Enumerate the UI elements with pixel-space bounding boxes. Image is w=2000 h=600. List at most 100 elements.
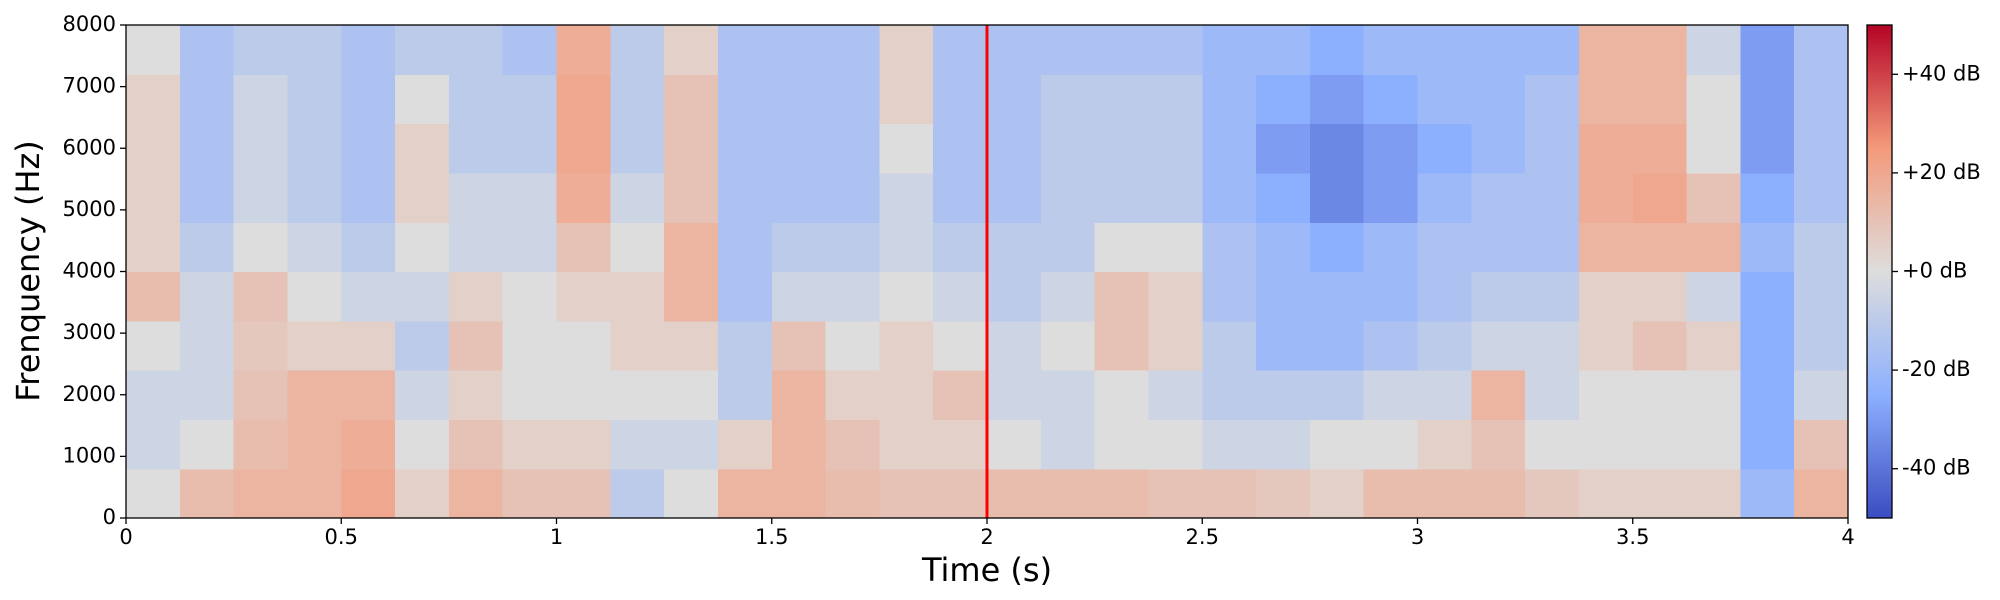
- heatmap-cell: [448, 419, 504, 470]
- heatmap-cell: [987, 25, 1042, 75]
- heatmap-cell: [771, 222, 827, 273]
- heatmap-cell: [1202, 172, 1257, 223]
- y-tick-label: 3000: [63, 320, 116, 344]
- heatmap-cell: [610, 370, 665, 420]
- heatmap-cell: [1794, 468, 1849, 519]
- heatmap-cell: [1632, 123, 1688, 174]
- heatmap-cell: [1417, 25, 1472, 75]
- heatmap-cell: [1094, 320, 1150, 371]
- heatmap-cell: [1417, 271, 1472, 322]
- x-tick-label: 4: [1841, 525, 1854, 549]
- heatmap-cell: [1363, 123, 1419, 174]
- heatmap-cell: [287, 370, 342, 420]
- heatmap-cell: [717, 74, 773, 125]
- heatmap-cell: [1094, 419, 1150, 470]
- heatmap-cell: [1740, 419, 1795, 470]
- heatmap-cell: [1256, 172, 1311, 223]
- heatmap-cell: [825, 172, 880, 223]
- heatmap-cell: [126, 271, 181, 322]
- heatmap-cell: [1740, 468, 1795, 519]
- heatmap-cell: [879, 222, 934, 273]
- heatmap-cell: [825, 123, 880, 174]
- heatmap-cell: [1794, 172, 1849, 223]
- heatmap-cell: [1686, 320, 1741, 371]
- heatmap-cell: [556, 320, 611, 371]
- heatmap-cell: [341, 25, 396, 75]
- heatmap-cell: [502, 370, 558, 420]
- heatmap-cell: [771, 320, 827, 371]
- y-tick-label: 2000: [63, 382, 116, 406]
- heatmap-cell: [664, 74, 719, 125]
- colorbar-tick-label: +0 dB: [1902, 259, 1967, 283]
- heatmap-cell: [933, 320, 988, 371]
- heatmap-cell: [664, 123, 719, 174]
- heatmap-cell: [126, 74, 181, 125]
- colorbar-tick-label: -20 dB: [1902, 357, 1971, 381]
- heatmap-cell: [879, 172, 934, 223]
- heatmap-cell: [1471, 74, 1526, 125]
- heatmap-cell: [233, 271, 289, 322]
- heatmap-cell: [395, 271, 450, 322]
- heatmap-cell: [664, 222, 719, 273]
- heatmap-cell: [879, 123, 934, 174]
- heatmap-cell: [1040, 74, 1096, 125]
- heatmap-cell: [825, 468, 880, 519]
- heatmap-cell: [771, 468, 827, 519]
- heatmap-cell: [771, 25, 827, 75]
- heatmap-cell: [879, 320, 934, 371]
- heatmap-cell: [1148, 370, 1203, 420]
- heatmap-cell: [179, 172, 235, 223]
- heatmap-cell: [502, 320, 558, 371]
- heatmap-cell: [1740, 320, 1795, 371]
- heatmap-cell: [233, 222, 289, 273]
- heatmap-cell: [341, 222, 396, 273]
- x-tick-label: 3: [1411, 525, 1424, 549]
- x-tick-label: 2.5: [1186, 525, 1219, 549]
- heatmap-cell: [502, 222, 558, 273]
- heatmap-cell: [1256, 320, 1311, 371]
- heatmap-cell: [717, 271, 773, 322]
- heatmap-cell: [1578, 25, 1634, 75]
- heatmap-cell: [1202, 74, 1257, 125]
- heatmap-cell: [1094, 271, 1150, 322]
- heatmap-cell: [287, 74, 342, 125]
- heatmap-cell: [1525, 123, 1580, 174]
- heatmap-cell: [395, 25, 450, 75]
- heatmap-cell: [664, 419, 719, 470]
- heatmap-cell: [825, 419, 880, 470]
- heatmap-cell: [1202, 123, 1257, 174]
- heatmap-cell: [1040, 468, 1096, 519]
- heatmap-cell: [1094, 123, 1150, 174]
- y-tick-label: 7000: [63, 74, 116, 98]
- heatmap-cell: [1040, 123, 1096, 174]
- heatmap-cell: [233, 419, 289, 470]
- heatmap-cell: [341, 370, 396, 420]
- heatmap-cell: [502, 419, 558, 470]
- heatmap-cell: [987, 172, 1042, 223]
- heatmap-cell: [1202, 370, 1257, 420]
- heatmap-cell: [126, 370, 181, 420]
- y-tick-label: 4000: [63, 259, 116, 283]
- heatmap-cell: [1309, 172, 1365, 223]
- heatmap-cell: [448, 370, 504, 420]
- heatmap-cell: [879, 468, 934, 519]
- heatmap-cell: [1686, 74, 1741, 125]
- heatmap-cell: [1202, 468, 1257, 519]
- heatmap-cell: [717, 222, 773, 273]
- heatmap-cell: [287, 271, 342, 322]
- heatmap-cell: [1256, 25, 1311, 75]
- heatmap-cell: [610, 123, 665, 174]
- heatmap-cell: [664, 172, 719, 223]
- heatmap-cell: [664, 468, 719, 519]
- heatmap-cell: [1256, 419, 1311, 470]
- heatmap-cell: [1148, 74, 1203, 125]
- y-tick-label: 1000: [63, 443, 116, 467]
- heatmap-cell: [1471, 419, 1526, 470]
- heatmap-cell: [1740, 123, 1795, 174]
- heatmap-cell: [1417, 123, 1472, 174]
- heatmap-cell: [1417, 172, 1472, 223]
- heatmap-cell: [1148, 172, 1203, 223]
- heatmap-cell: [1632, 74, 1688, 125]
- heatmap-cell: [448, 25, 504, 75]
- heatmap-cell: [1578, 222, 1634, 273]
